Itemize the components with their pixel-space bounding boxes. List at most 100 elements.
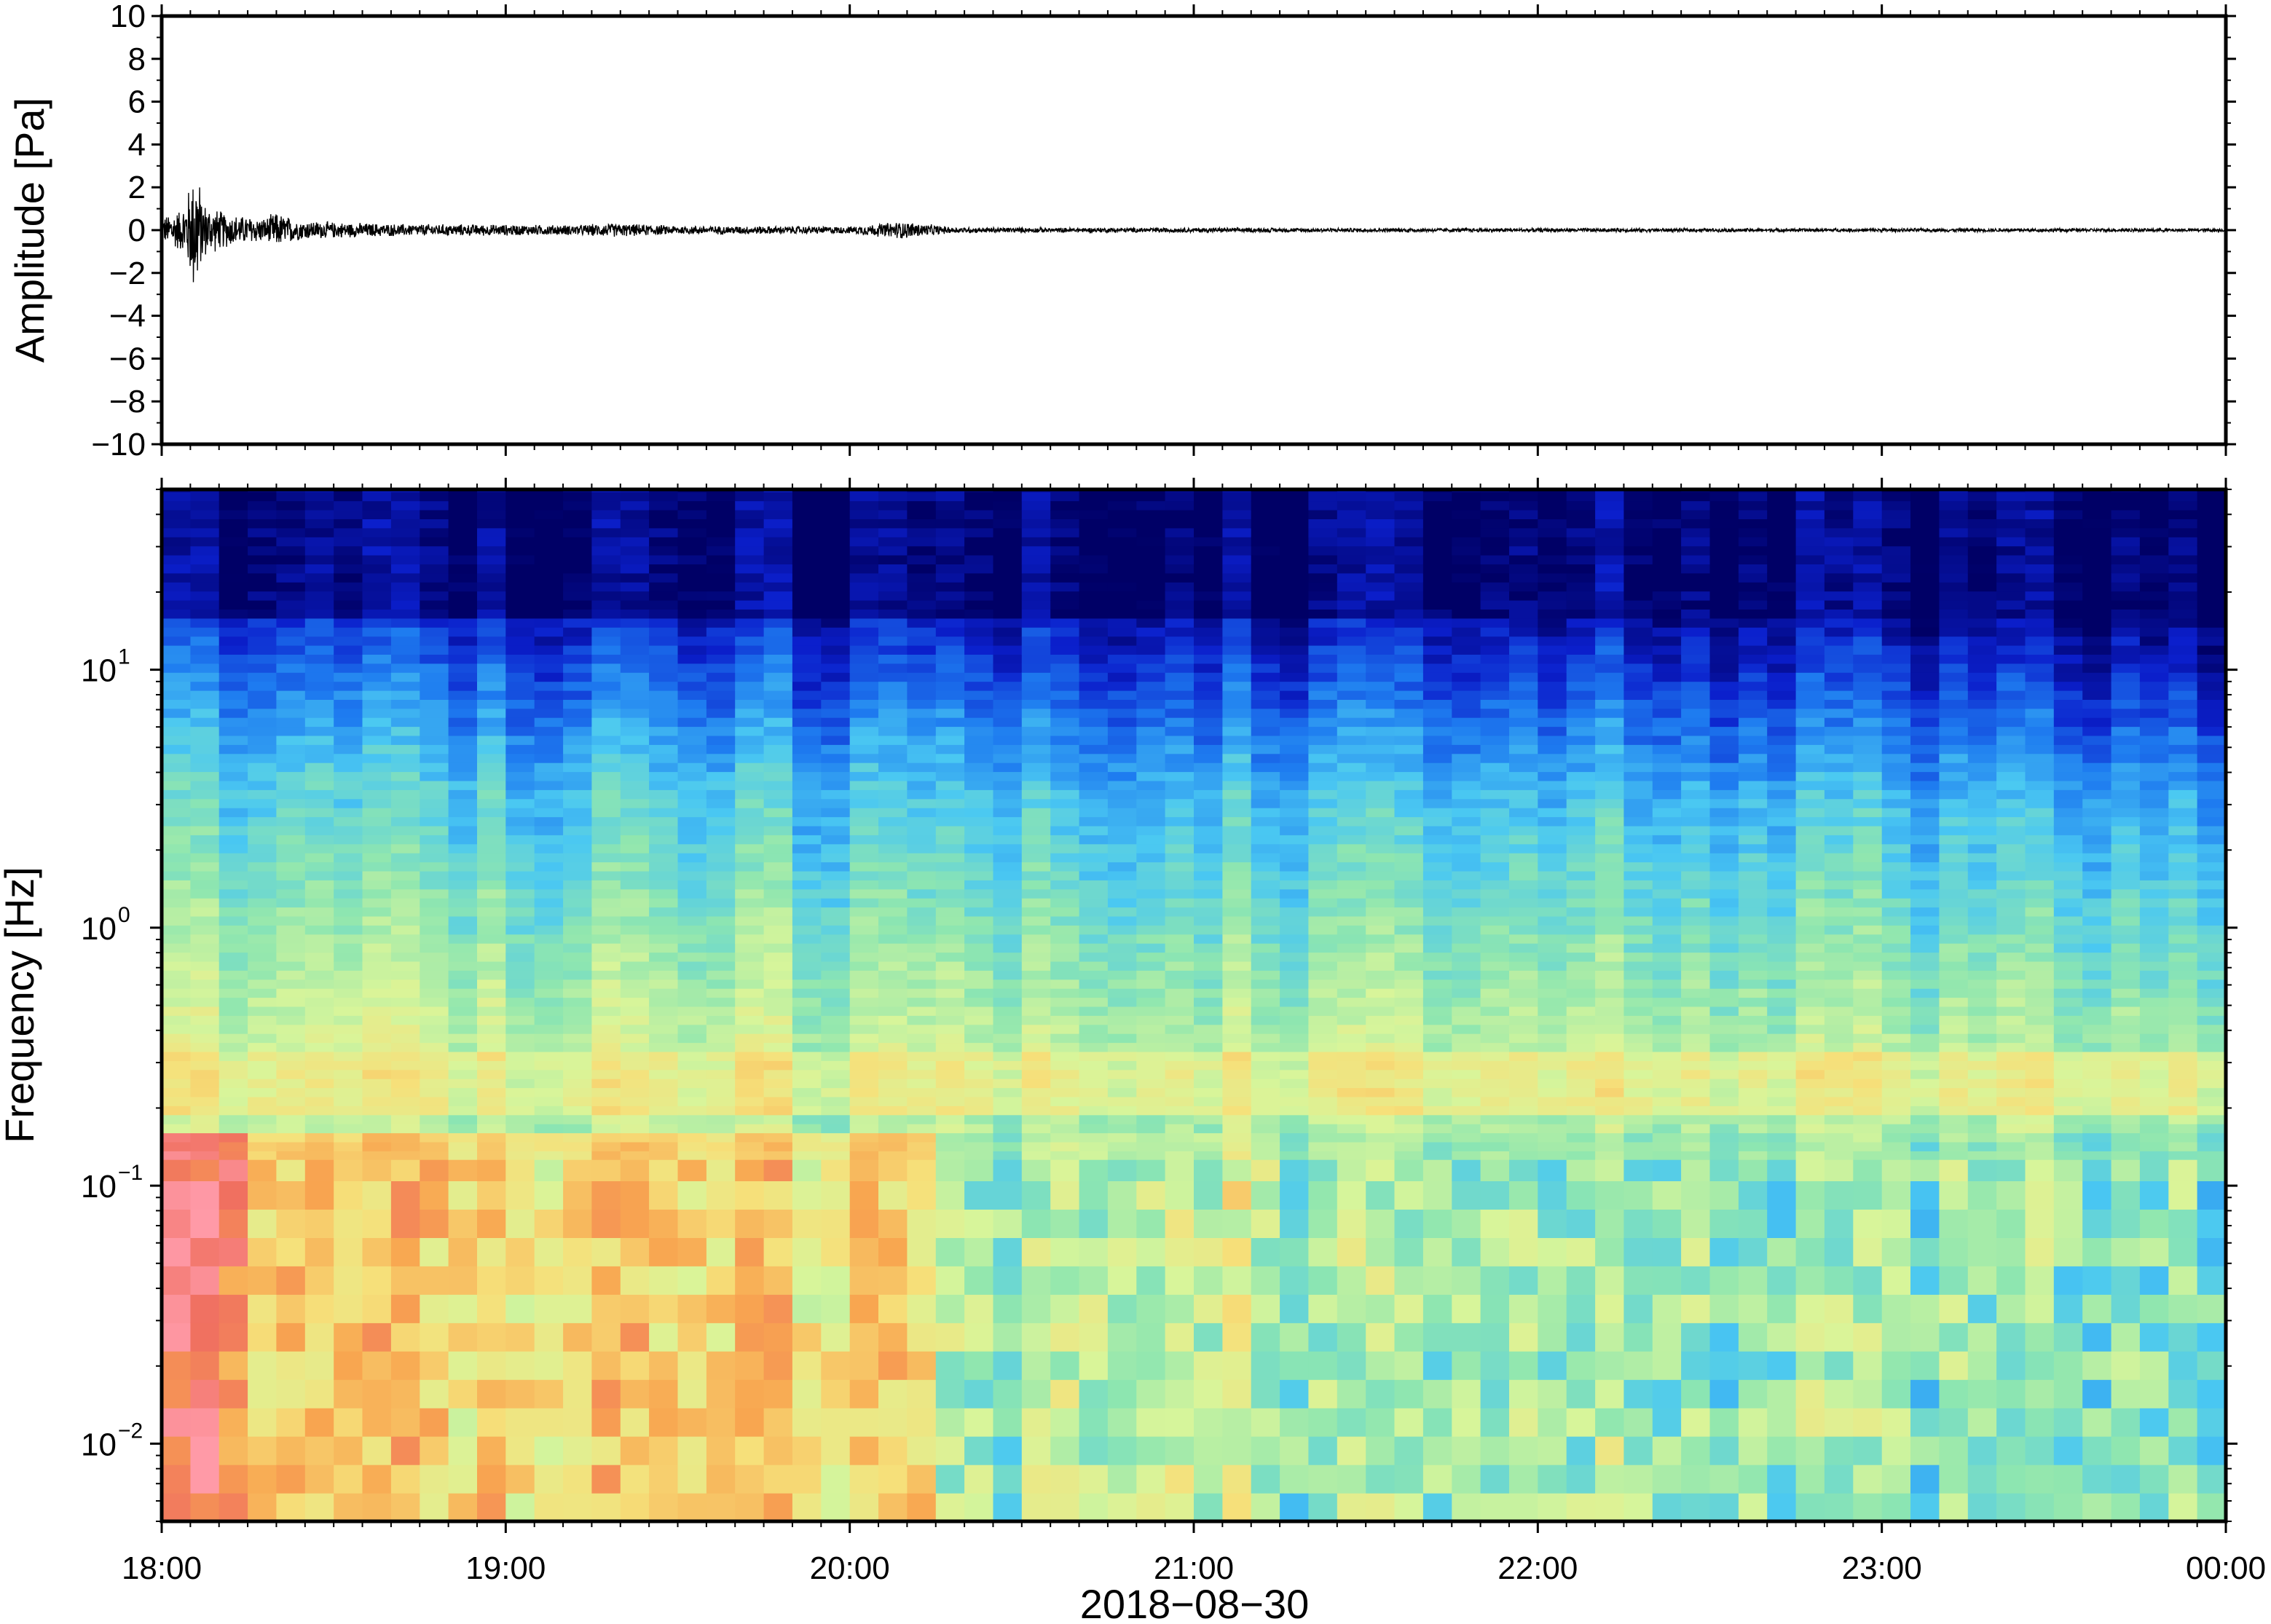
- spectrogram-cell: [878, 555, 908, 564]
- spectrogram-cell: [1079, 835, 1109, 845]
- spectrogram-cell: [1509, 1060, 1538, 1071]
- spectrogram-cell: [334, 771, 363, 781]
- spectrogram-cell: [477, 1096, 506, 1106]
- spectrogram-cell: [448, 1105, 478, 1116]
- spectrogram-cell: [390, 853, 420, 863]
- spectrogram-cell: [1652, 699, 1682, 709]
- spectrogram-cell: [304, 808, 334, 818]
- spectrogram-cell: [1251, 1015, 1280, 1025]
- spectrogram-cell: [706, 1042, 736, 1052]
- spectrogram-cell: [907, 789, 937, 800]
- spectrogram-cell: [1337, 862, 1366, 872]
- spectrogram-cell: [219, 888, 248, 899]
- spectrogram-cell: [1595, 1060, 1625, 1071]
- spectrogram-cell: [993, 545, 1023, 556]
- spectrogram-cell: [1337, 564, 1366, 574]
- spectrogram-cell: [821, 609, 851, 619]
- spectrogram-cell: [792, 1132, 822, 1143]
- spectrogram-cell: [1194, 934, 1223, 944]
- spectrogram-cell: [907, 915, 937, 926]
- spectrogram-cell: [1509, 1051, 1538, 1061]
- spectrogram-cell: [1136, 1465, 1166, 1494]
- spectrogram-cell: [1050, 636, 1080, 646]
- spectrogram-cell: [219, 1159, 248, 1181]
- spectrogram-cell: [276, 789, 306, 800]
- spectrogram-cell: [1337, 915, 1366, 926]
- spectrogram-cell: [649, 970, 679, 980]
- spectrogram-cell: [219, 663, 248, 673]
- spectrogram-cell: [362, 1096, 392, 1106]
- spectrogram-cell: [1021, 1079, 1051, 1089]
- spectrogram-cell: [821, 618, 851, 628]
- spectrogram-cell: [1652, 582, 1682, 592]
- spectrogram-cell: [448, 1159, 478, 1181]
- spectrogram-cell: [219, 762, 248, 773]
- spectrogram-cell: [1538, 1069, 1567, 1079]
- spectrogram-cell: [162, 816, 191, 827]
- spectrogram-cell: [792, 825, 822, 835]
- spectrogram-cell: [878, 862, 908, 872]
- spectrogram-cell: [505, 1379, 535, 1408]
- spectrogram-cell: [1280, 762, 1310, 773]
- spectrogram-cell: [935, 853, 965, 863]
- spectrogram-cell: [1394, 645, 1424, 655]
- spectrogram-cell: [477, 943, 506, 953]
- spectrogram-cell: [620, 1408, 650, 1437]
- spectrogram-cell: [1079, 952, 1109, 962]
- spectrogram-cell: [1050, 1159, 1080, 1181]
- spectrogram-cell: [878, 1180, 908, 1210]
- spectrogram-cell: [591, 1209, 621, 1238]
- spectrogram-cell: [505, 582, 535, 592]
- spectrogram-cell: [420, 925, 449, 935]
- spectrogram-cell: [735, 591, 765, 601]
- spectrogram-cell: [1251, 572, 1280, 583]
- spectrogram-cell: [248, 979, 278, 989]
- spectrogram-cell: [1681, 500, 1711, 511]
- spectrogram-cell: [677, 780, 707, 790]
- spectrogram-cell: [1222, 880, 1252, 890]
- spectrogram-cell: [1538, 853, 1567, 863]
- spectrogram-cell: [1021, 915, 1051, 926]
- spectrogram-cell: [448, 1015, 478, 1025]
- spectrogram-cell: [706, 519, 736, 529]
- spectrogram-cell: [477, 1132, 506, 1143]
- spectrogram-cell: [1165, 627, 1194, 637]
- spectrogram-cell: [1652, 690, 1682, 700]
- spectrogram-cell: [763, 564, 793, 574]
- spectrogram-cell: [907, 943, 937, 953]
- spectrogram-cell: [1079, 943, 1109, 953]
- spectrogram-cell: [420, 808, 449, 818]
- spectrogram-cell: [1222, 654, 1252, 664]
- spectrogram-cell: [964, 1237, 994, 1266]
- spectrogram-cell: [1079, 672, 1109, 682]
- spectrogram-cell: [1538, 771, 1567, 781]
- spectrogram-cell: [1394, 961, 1424, 971]
- spectrogram-cell: [993, 1015, 1023, 1025]
- spectrogram-cell: [1136, 1069, 1166, 1079]
- spectrogram-cell: [706, 609, 736, 619]
- spectrogram-cell: [964, 1051, 994, 1061]
- spectrogram-cell: [1222, 500, 1252, 511]
- spectrogram-cell: [304, 537, 334, 547]
- spectrogram-cell: [1452, 1015, 1481, 1025]
- spectrogram-cell: [162, 654, 191, 664]
- spectrogram-cell: [334, 500, 363, 511]
- spectrogram-cell: [1595, 735, 1625, 745]
- spectrogram-cell: [935, 1379, 965, 1408]
- spectrogram-cell: [448, 1006, 478, 1016]
- spectrogram-cell: [1280, 780, 1310, 790]
- spectrogram-cell: [448, 1266, 478, 1295]
- spectrogram-cell: [1366, 1159, 1396, 1181]
- spectrogram-cell: [1251, 681, 1280, 691]
- spectrogram-cell: [1021, 843, 1051, 854]
- spectrogram-cell: [276, 970, 306, 980]
- spectrogram-cell: [563, 1096, 593, 1106]
- spectrogram-cell: [993, 564, 1023, 574]
- spectrogram-cell: [1509, 798, 1538, 808]
- spectrogram-cell: [1021, 708, 1051, 718]
- spectrogram-cell: [935, 663, 965, 673]
- spectrogram-cell: [1136, 735, 1166, 745]
- spectrogram-cell: [964, 835, 994, 845]
- spectrogram-cell: [1280, 1209, 1310, 1238]
- spectrogram-cell: [964, 1180, 994, 1210]
